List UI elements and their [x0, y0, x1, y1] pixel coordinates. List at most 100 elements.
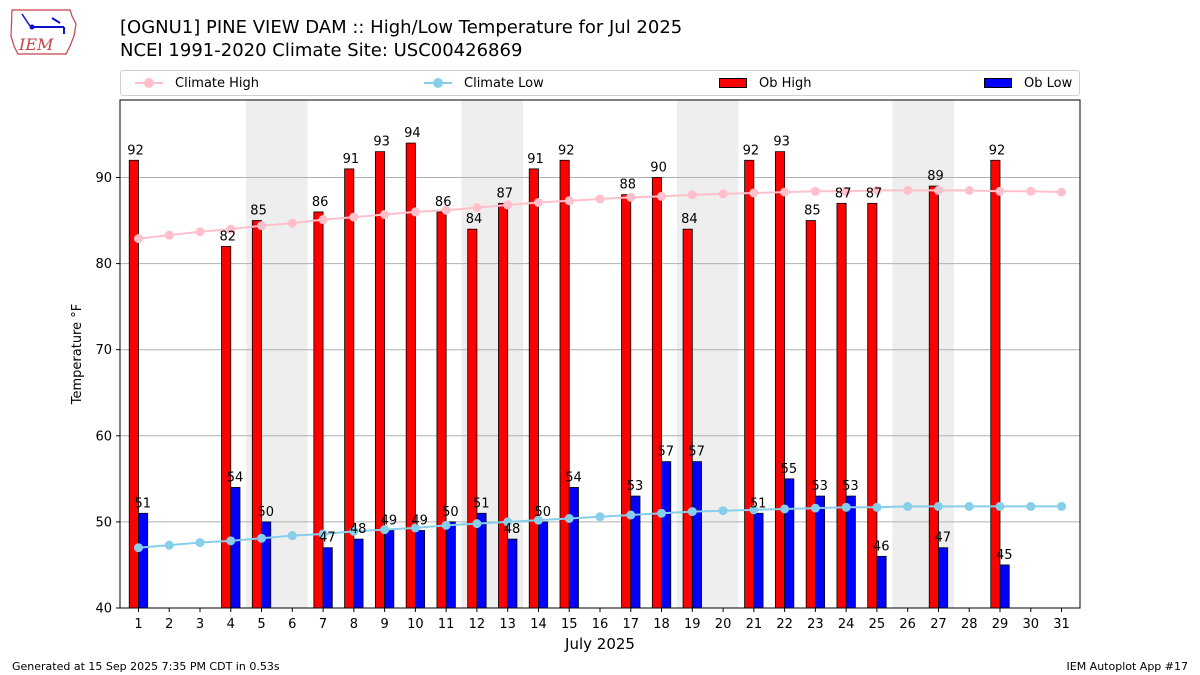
point-climate-low: [318, 529, 328, 539]
point-climate-high: [1057, 187, 1067, 197]
point-climate-low: [903, 501, 913, 511]
point-climate-low: [410, 523, 420, 533]
label-ob-low: 48: [504, 522, 521, 537]
point-climate-low: [164, 540, 174, 550]
point-climate-low: [287, 531, 297, 541]
label-ob-low: 47: [934, 531, 951, 546]
legend-label-ob-high: Ob High: [759, 75, 812, 91]
bar-ob-high: [836, 202, 847, 609]
tick-label-x: 11: [438, 617, 455, 632]
tick-label-x: 18: [653, 617, 670, 632]
bar-ob-high: [682, 228, 693, 609]
bar-ob-high: [221, 245, 232, 609]
point-climate-low: [533, 515, 543, 525]
tick-label-y: 40: [95, 602, 112, 617]
label-ob-low: 54: [565, 470, 582, 485]
label-ob-high: 84: [466, 212, 483, 227]
label-ob-high: 94: [404, 126, 421, 141]
point-climate-high: [1026, 186, 1036, 196]
tick-label-x: 23: [807, 617, 824, 632]
bar-ob-high: [498, 202, 509, 609]
bar-ob-low: [845, 495, 856, 609]
tick-label-x: 8: [350, 617, 358, 632]
tick-label-x: 4: [227, 617, 235, 632]
point-climate-high: [687, 190, 697, 200]
point-climate-high: [472, 203, 482, 213]
tick-label-x: 28: [961, 617, 978, 632]
point-climate-low: [1026, 501, 1036, 511]
tick-label-x: 27: [930, 617, 947, 632]
chart-title-line1: [OGNU1] PINE VIEW DAM :: High/Low Temper…: [120, 17, 683, 38]
point-climate-low: [133, 543, 143, 553]
point-climate-high: [441, 205, 451, 215]
point-climate-high: [287, 218, 297, 228]
legend-label-ob-low: Ob Low: [1024, 75, 1073, 91]
point-climate-low: [226, 536, 236, 546]
label-ob-high: 92: [127, 143, 144, 158]
label-ob-high: 91: [343, 152, 360, 167]
label-ob-high: 89: [927, 169, 944, 184]
chart-legend: Climate High Climate Low Ob High Ob Low: [120, 70, 1080, 96]
bar-ob-low: [814, 495, 826, 609]
label-ob-low: 53: [811, 479, 828, 494]
bar-ob-low: [784, 478, 795, 609]
bar-ob-high: [528, 168, 539, 609]
point-climate-low: [780, 504, 790, 514]
point-climate-high: [533, 197, 543, 207]
point-climate-low: [564, 513, 574, 523]
bar-ob-high: [744, 159, 755, 609]
label-ob-low: 51: [134, 496, 151, 511]
point-climate-high: [657, 191, 667, 201]
tick-label-x: 21: [746, 617, 763, 632]
legend-item-climate-low: Climate Low: [424, 71, 544, 95]
label-ob-high: 90: [650, 160, 667, 175]
bar-ob-high: [621, 194, 632, 609]
tick-label-x: 9: [380, 617, 388, 632]
bar-ob-low: [753, 512, 764, 609]
label-ob-low: 57: [688, 445, 705, 460]
label-ob-high: 91: [527, 152, 544, 167]
tick-label-x: 20: [715, 617, 732, 632]
point-climate-low: [995, 501, 1005, 511]
label-ob-low: 49: [411, 514, 428, 529]
label-ob-low: 50: [442, 505, 459, 520]
label-ob-low: 53: [627, 479, 644, 494]
point-climate-high: [195, 227, 205, 237]
tick-label-y: 60: [95, 429, 112, 444]
label-ob-high: 85: [804, 204, 821, 219]
point-climate-high: [780, 187, 790, 197]
bar-ob-low: [322, 547, 333, 609]
point-climate-high: [133, 234, 143, 244]
tick-label-y: 70: [95, 343, 112, 358]
tick-label-x: 10: [407, 617, 424, 632]
footer-app-id: IEM Autoplot App #17: [1066, 660, 1189, 673]
bar-ob-low: [538, 521, 549, 609]
label-ob-high: 92: [743, 143, 760, 158]
label-ob-low: 53: [842, 479, 859, 494]
bar-ob-low: [938, 547, 949, 609]
tick-label-x: 5: [257, 617, 265, 632]
bar-ob-high: [990, 159, 1001, 609]
label-ob-low: 55: [781, 462, 798, 477]
tick-label-x: 19: [684, 617, 701, 632]
point-climate-high: [318, 215, 328, 225]
point-climate-low: [503, 517, 513, 527]
tick-label-x: 2: [165, 617, 173, 632]
point-climate-low: [472, 519, 482, 529]
bar-ob-low: [691, 461, 702, 609]
tick-label-y: 80: [95, 257, 112, 272]
bar-ob-low: [138, 512, 149, 609]
tick-label-x: 14: [530, 617, 547, 632]
point-climate-low: [195, 538, 205, 548]
label-ob-low: 51: [473, 496, 490, 511]
label-ob-high: 87: [835, 186, 852, 201]
legend-label-climate-low: Climate Low: [464, 75, 544, 91]
point-climate-low: [349, 526, 359, 536]
point-climate-low: [687, 507, 697, 517]
label-ob-low: 47: [319, 531, 336, 546]
label-ob-low: 50: [258, 505, 275, 520]
bar-ob-high: [805, 220, 816, 609]
bar-ob-high: [374, 151, 386, 609]
label-ob-high: 85: [250, 204, 267, 219]
bar-ob-low: [445, 521, 456, 609]
